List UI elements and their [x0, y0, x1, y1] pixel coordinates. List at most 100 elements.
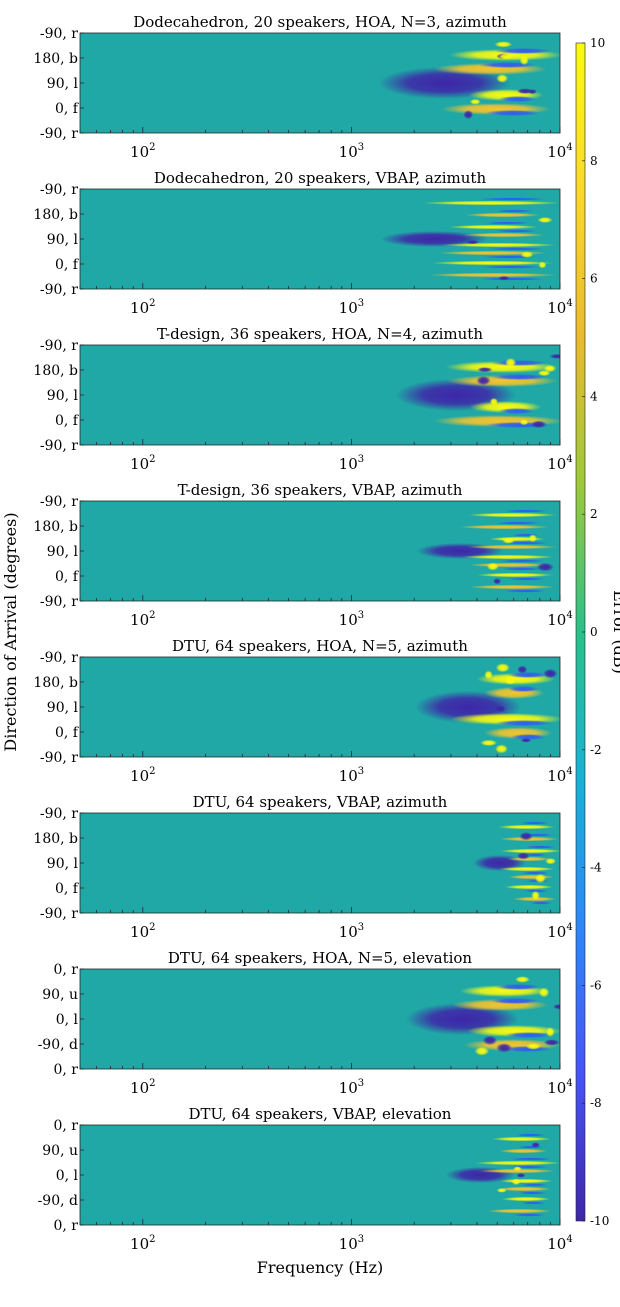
x-tick-label: 104 — [547, 142, 572, 161]
heatmap-error-region — [378, 41, 560, 120]
x-tick-label: 102 — [130, 922, 155, 941]
x-tick-label: 103 — [339, 766, 364, 785]
error-band — [478, 1168, 556, 1174]
error-band — [521, 871, 550, 875]
panel-title: DTU, 64 speakers, VBAP, azimuth — [193, 793, 448, 811]
y-tick-label: -90, r — [40, 438, 78, 454]
error-spot — [519, 55, 529, 66]
error-band — [485, 110, 541, 116]
y-tick-label: 180, b — [33, 831, 78, 847]
error-spot — [552, 1004, 560, 1010]
error-band — [476, 572, 554, 578]
error-spot — [498, 53, 513, 60]
error-band — [477, 197, 548, 201]
colorbar-tick-label: -2 — [590, 743, 602, 757]
y-tick-label: 0, f — [55, 257, 80, 273]
error-spot — [516, 88, 534, 94]
y-tick-label: -90, d — [38, 1193, 78, 1209]
error-spot — [545, 1027, 555, 1037]
error-band — [503, 589, 547, 593]
x-tick-label: 104 — [547, 610, 572, 629]
y-tick-label: -90, r — [40, 750, 78, 766]
y-tick-label: 0, f — [55, 101, 80, 117]
error-spot — [466, 240, 479, 245]
y-tick-label: 90, l — [47, 700, 79, 716]
y-tick-label: 90, l — [47, 544, 79, 560]
error-band — [498, 96, 537, 102]
error-band — [430, 260, 555, 266]
error-spot — [476, 375, 491, 386]
error-band — [484, 221, 530, 225]
x-tick-label: 102 — [130, 610, 155, 629]
error-spot — [534, 873, 546, 884]
error-band — [504, 1032, 553, 1038]
error-spot — [495, 744, 508, 754]
error-band — [495, 521, 541, 525]
error-spot — [495, 705, 506, 713]
y-tick-label: 0, f — [55, 569, 80, 585]
y-tick-label: -90, r — [40, 906, 78, 922]
heatmap-error-region — [380, 197, 560, 281]
error-band — [495, 984, 541, 990]
error-band — [474, 1160, 560, 1166]
heatmap-error-region — [473, 821, 560, 905]
error-spot — [537, 217, 553, 223]
y-tick-label: 90, u — [42, 987, 78, 1003]
error-spot — [496, 1043, 513, 1053]
heatmap-panel-5: DTU, 64 speakers, HOA, N=5, azimuth -90, … — [33, 637, 572, 785]
error-spot — [517, 665, 528, 674]
x-tick-label: 103 — [339, 610, 364, 629]
x-tick-label: 103 — [339, 922, 364, 941]
colorbar-tick-label: 0 — [590, 625, 598, 639]
error-spot — [545, 857, 557, 865]
error-spot — [477, 367, 493, 373]
error-band — [467, 512, 557, 518]
error-spot — [536, 562, 554, 572]
error-band — [468, 584, 556, 590]
error-band — [462, 232, 546, 238]
heatmap-panel-7: DTU, 64 speakers, HOA, N=5, elevation 0, … — [38, 949, 573, 1097]
error-band — [466, 544, 558, 550]
colorbar-tick-label: 6 — [590, 272, 598, 286]
error-spot — [528, 534, 537, 543]
colorbar-label: Error (dB) — [610, 590, 620, 674]
error-band — [508, 672, 548, 678]
panel-title: DTU, 64 speakers, VBAP, elevation — [189, 1105, 452, 1123]
colorbar-tick-label: 10 — [590, 36, 605, 50]
error-band — [515, 1133, 546, 1137]
y-tick-label: 0, r — [54, 1118, 79, 1134]
y-tick-label: -90, r — [40, 26, 78, 42]
error-spot — [496, 1188, 507, 1193]
panel-title: T-design, 36 speakers, HOA, N=4, azimuth — [157, 325, 483, 343]
panel-title: Dodecahedron, 20 speakers, HOA, N=3, azi… — [133, 13, 507, 31]
colorbar-tick-label: 4 — [590, 389, 598, 403]
error-blob — [378, 67, 512, 99]
panel-title: DTU, 64 speakers, HOA, N=5, elevation — [168, 949, 473, 967]
error-spot — [504, 676, 516, 685]
error-band — [518, 1191, 547, 1195]
colorbar-tick-label: -8 — [590, 1096, 602, 1110]
error-spot — [531, 1142, 541, 1148]
x-tick-label: 102 — [130, 1234, 155, 1253]
panel-title: T-design, 36 speakers, VBAP, azimuth — [178, 481, 463, 499]
colorbar-tick-label: 8 — [590, 154, 598, 168]
error-band — [499, 559, 546, 563]
x-tick-label: 104 — [547, 922, 572, 941]
y-tick-label: 0, r — [54, 962, 79, 978]
error-band — [497, 824, 556, 830]
colorbar-tick-label: -6 — [590, 978, 602, 992]
heatmap-panel-6: DTU, 64 speakers, VBAP, azimuth -90, r 180… — [33, 793, 572, 941]
error-band — [495, 229, 537, 233]
y-tick-label: -90, r — [40, 182, 78, 198]
error-band — [509, 1157, 553, 1161]
x-tick-label: 102 — [130, 766, 155, 785]
y-tick-label: 90, l — [47, 856, 79, 872]
error-band — [494, 48, 552, 54]
y-tick-label: -90, d — [38, 1037, 78, 1053]
x-tick-label: 103 — [339, 1234, 364, 1253]
error-spot — [480, 739, 498, 747]
error-band — [441, 242, 557, 248]
y-tick-label: 0, r — [54, 1218, 79, 1234]
colorbar-tick-label: -10 — [590, 1214, 609, 1228]
